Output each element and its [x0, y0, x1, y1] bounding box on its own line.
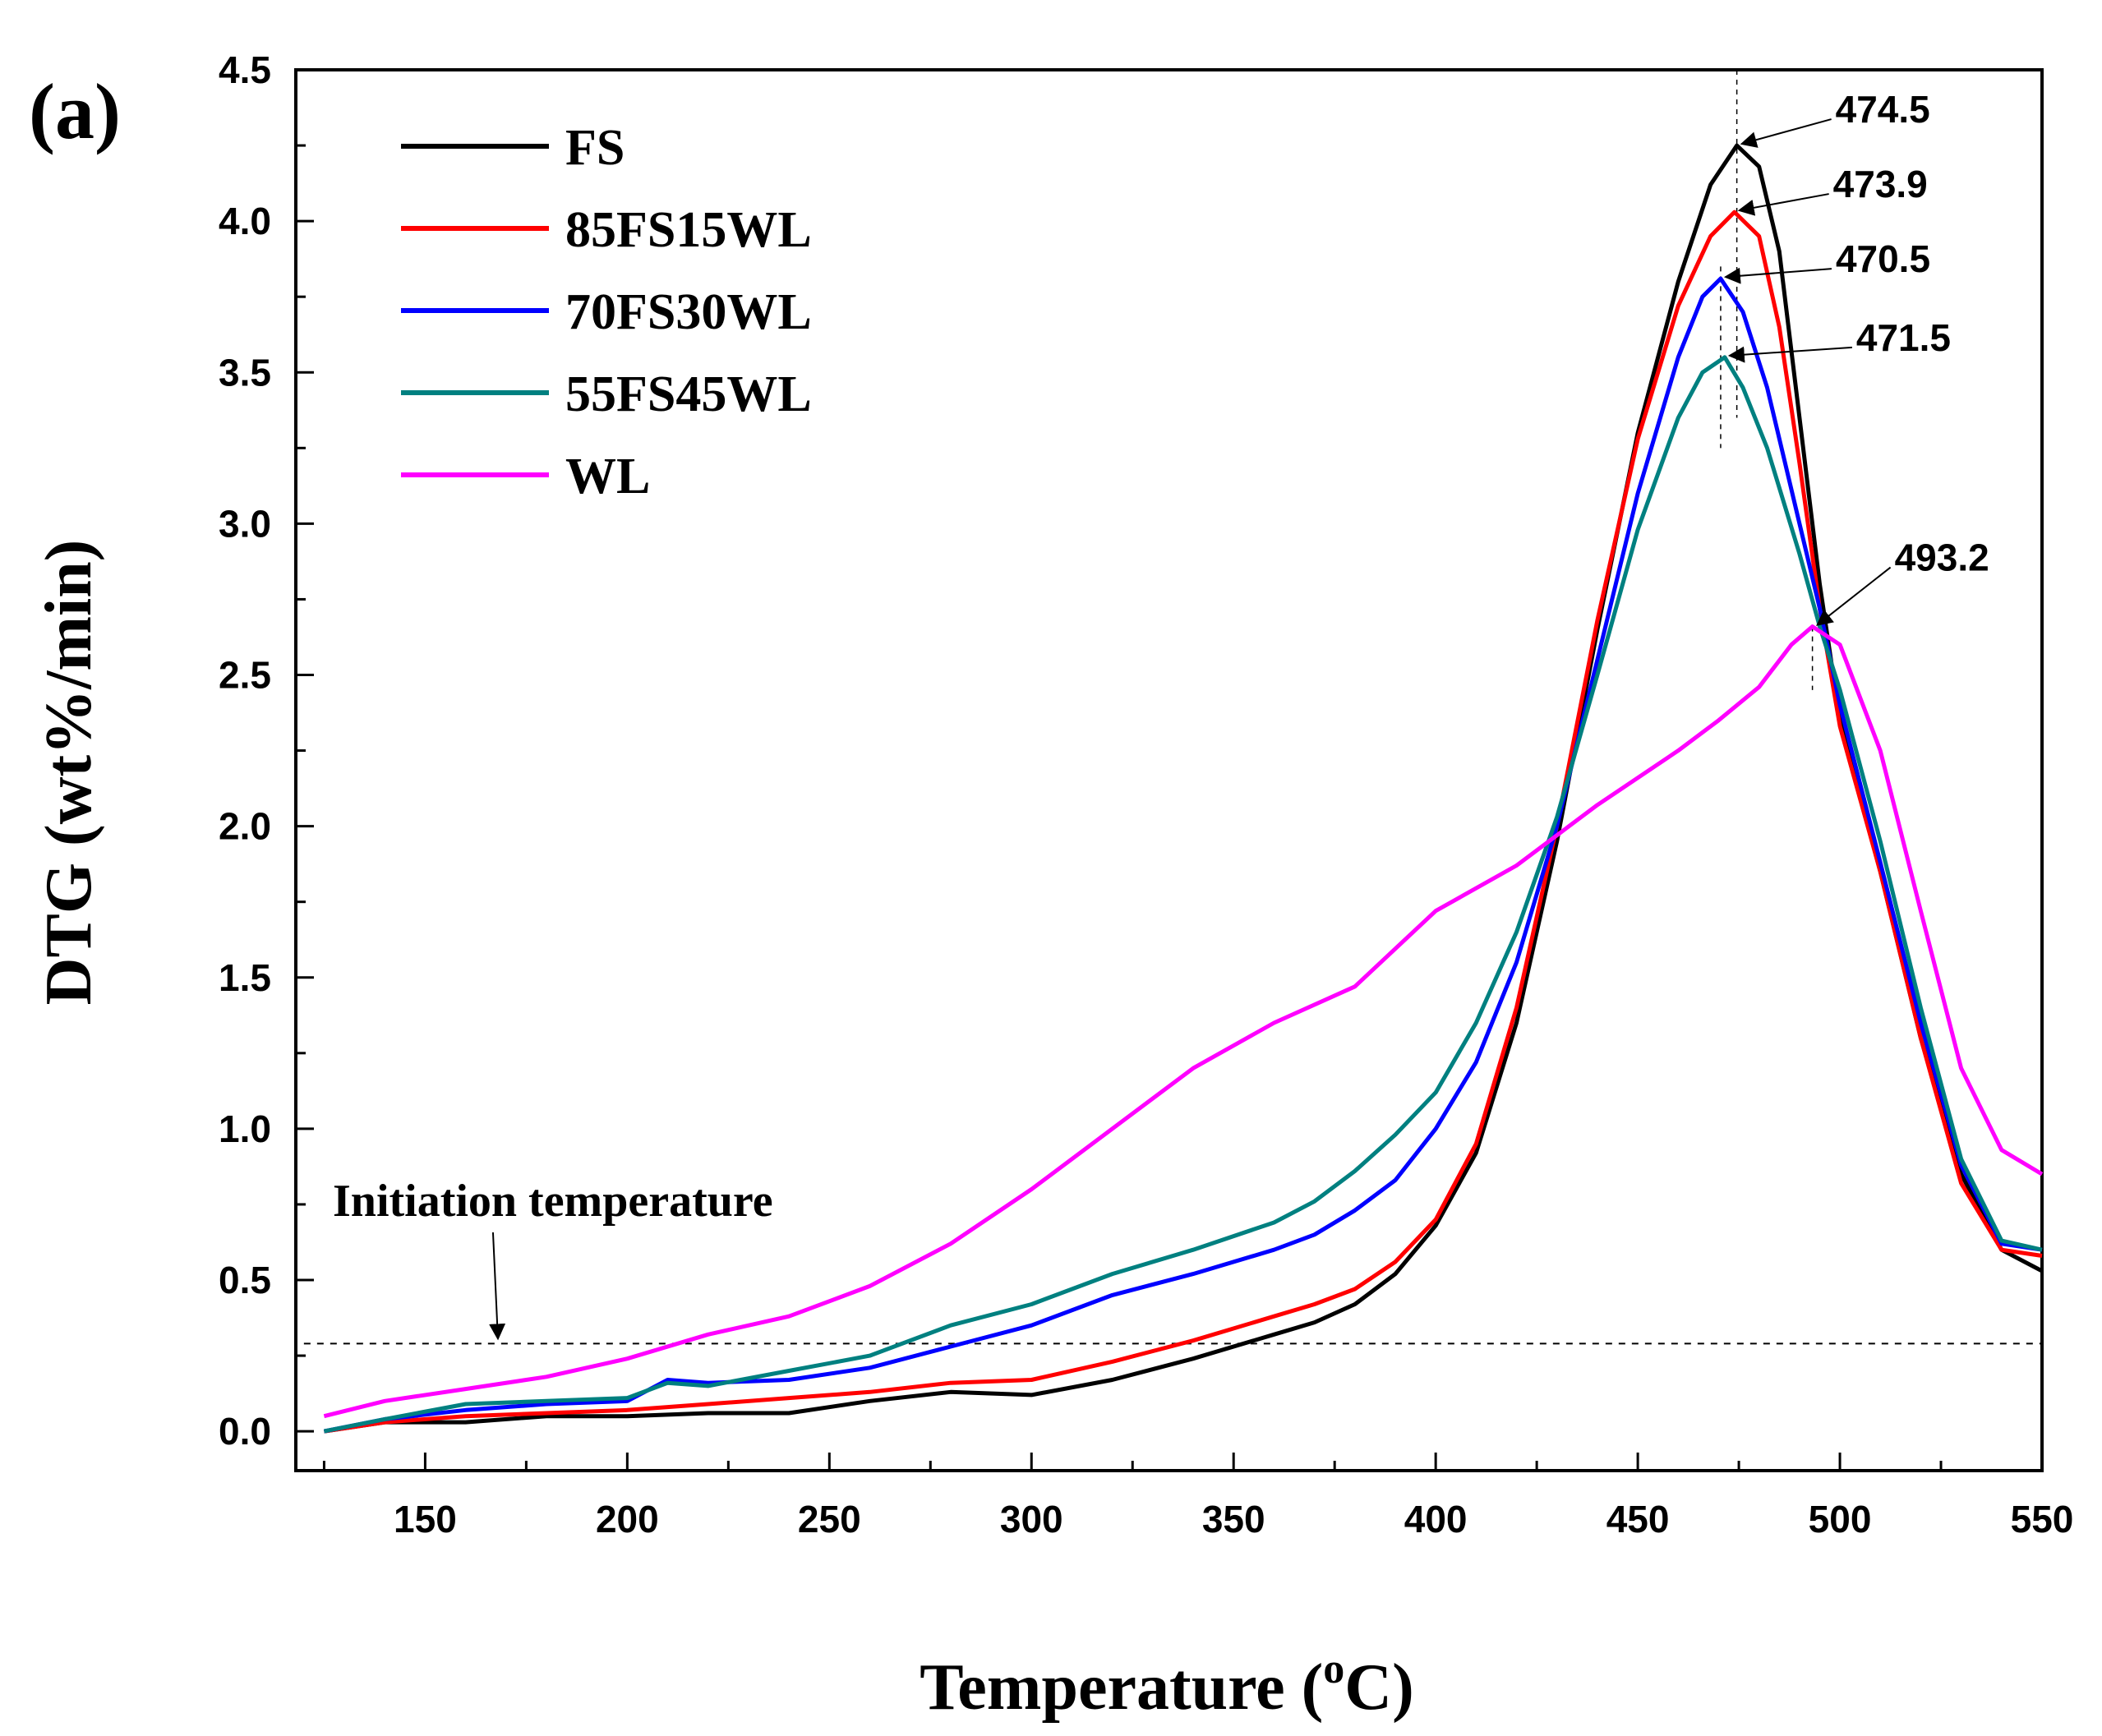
- peak-annotations: 474.5 473.9 470.5 471.5 493.2: [1723, 88, 1989, 626]
- peak-arrow: [1723, 267, 1832, 284]
- legend-label: WL: [565, 449, 650, 504]
- peak-label: 470.5: [1836, 237, 1930, 280]
- x-tick-labels: 150 200 250 300 350 400 450 500 550: [394, 1498, 2073, 1540]
- y-tick-label: 4.5: [219, 48, 271, 91]
- peak-arrow: [1816, 566, 1892, 626]
- panel-label: (a): [29, 67, 121, 155]
- x-axis-title-text: Temperature: [920, 1651, 1284, 1724]
- x-tick-label: 450: [1606, 1498, 1670, 1540]
- y-tick-label: 4.0: [219, 200, 271, 242]
- y-tick-label: 0.5: [219, 1259, 271, 1301]
- peak-label: 471.5: [1856, 316, 1951, 359]
- initiation-arrow: [489, 1232, 506, 1341]
- y-tick-label: 0.0: [219, 1410, 271, 1453]
- legend-label: 55FS45WL: [565, 366, 812, 422]
- x-tick-label: 300: [1000, 1498, 1063, 1540]
- x-tick-label: 250: [798, 1498, 861, 1540]
- x-axis-unit-open: (: [1302, 1651, 1324, 1724]
- peak-label: 474.5: [1836, 88, 1930, 131]
- x-axis-title: Temperature (oC): [920, 1646, 1413, 1724]
- x-tick-label: 150: [394, 1498, 457, 1540]
- series-line-fs: [324, 143, 2044, 1434]
- peak-arrow: [1737, 193, 1829, 216]
- plot-frame: [294, 68, 2044, 1472]
- legend: FS 85FS15WL 70FS30WL 55FS45WL WL: [401, 120, 812, 504]
- axis-ticks: [296, 68, 2044, 1471]
- peak-label: 493.2: [1895, 536, 1989, 579]
- y-tick-label: 1.5: [219, 956, 271, 999]
- x-axis-unit-close: C): [1344, 1651, 1413, 1724]
- x-tick-label: 200: [596, 1498, 659, 1540]
- x-tick-label: 550: [2011, 1498, 2074, 1540]
- legend-label: 85FS15WL: [565, 202, 812, 258]
- series-line-55fs45wl: [323, 355, 2043, 1434]
- peak-label: 473.9: [1833, 163, 1928, 205]
- y-tick-label: 3.0: [219, 502, 271, 545]
- x-tick-label: 500: [1809, 1498, 1872, 1540]
- y-axis-title: DTG (wt%/min): [33, 540, 105, 1006]
- y-tick-labels: 0.0 0.5 1.0 1.5 2.0 2.5 3.0 3.5 4.0 4.5: [219, 48, 271, 1453]
- y-tick-label: 2.0: [219, 805, 271, 848]
- legend-label: 70FS30WL: [565, 284, 812, 340]
- y-tick-label: 2.5: [219, 654, 271, 697]
- peak-arrow: [1740, 118, 1832, 148]
- series-line-wl: [323, 624, 2044, 1419]
- x-axis-unit-degree: o: [1323, 1646, 1344, 1692]
- peak-arrow: [1727, 346, 1852, 363]
- x-tick-label: 400: [1404, 1498, 1468, 1540]
- legend-label: FS: [565, 120, 625, 176]
- x-tick-label: 350: [1202, 1498, 1265, 1540]
- y-tick-label: 1.0: [219, 1107, 271, 1150]
- y-tick-label: 3.5: [219, 351, 271, 394]
- initiation-label: Initiation temperature: [333, 1176, 773, 1227]
